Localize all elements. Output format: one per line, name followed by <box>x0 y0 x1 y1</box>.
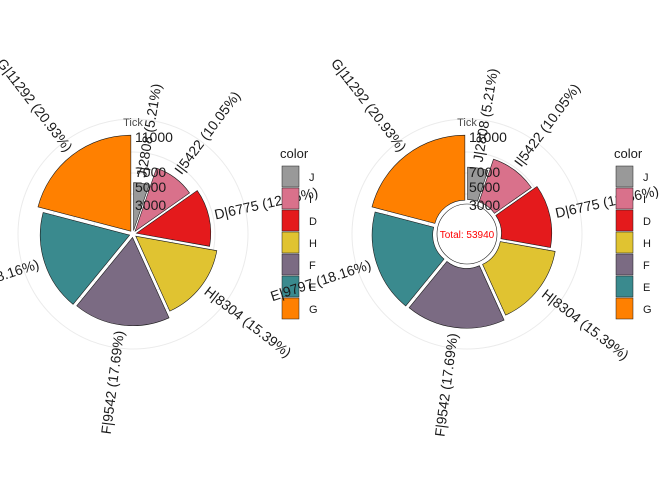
segment-label-I: I|5422 (10.05%) <box>511 80 583 169</box>
legend-swatch-D <box>615 209 634 232</box>
segment-label-D: D|6775 (12.56%) <box>213 184 320 222</box>
segment-label-G: G|11292 (20.93%) <box>0 55 76 154</box>
legend-swatch-J <box>615 165 634 188</box>
legend-label-F: F <box>643 260 650 272</box>
segment-label-G: G|11292 (20.93%) <box>328 55 410 154</box>
legend-label-D: D <box>309 216 317 228</box>
wedge-J <box>133 182 150 231</box>
legend-label-I: I <box>643 194 646 206</box>
wedge-D <box>495 186 553 248</box>
wedge-F <box>408 261 505 329</box>
donut-hole <box>436 203 498 265</box>
legend-label-E: E <box>309 282 316 294</box>
wedge-H <box>135 235 218 312</box>
legend-swatch-I <box>281 187 300 210</box>
legend-swatch-I <box>615 187 634 210</box>
legend-swatch-G <box>615 297 634 320</box>
wedge-D <box>135 190 212 247</box>
grid-circle <box>351 118 583 350</box>
legend-label-E: E <box>643 282 650 294</box>
segment-label-J: J|2808 (5.21%) <box>470 67 501 163</box>
tick-axis-title: Tick <box>457 117 477 129</box>
legend-swatch-H <box>281 231 300 254</box>
legend-swatch-F <box>281 253 300 276</box>
wedge-H <box>482 241 556 316</box>
wedge-G <box>37 134 132 232</box>
legend-label-G: G <box>309 304 318 316</box>
wedge-G <box>371 134 466 224</box>
wedge-E <box>39 212 131 305</box>
grid-circle <box>17 118 249 350</box>
legend-swatch-G <box>281 297 300 320</box>
radial-tick-label-7000: 7000 <box>469 164 500 180</box>
wedge-J <box>467 166 489 202</box>
legend-swatch-F <box>615 253 634 276</box>
legend-swatch-E <box>281 275 300 298</box>
legend-label-J: J <box>309 172 315 184</box>
segment-label-I: I|5422 (10.05%) <box>171 88 243 177</box>
radial-tick-label-3000: 3000 <box>469 197 500 213</box>
legend-label-J: J <box>643 172 649 184</box>
radial-tick-label-5000: 5000 <box>135 179 166 195</box>
segment-label-E: E|9797 (18.16%) <box>0 256 41 304</box>
radial-tick-label-11000: 11000 <box>135 129 173 145</box>
legend-label-I: I <box>309 194 312 206</box>
legend-label-F: F <box>309 260 316 272</box>
wedge-E <box>371 211 445 307</box>
legend-label-H: H <box>309 238 317 250</box>
tick-axis-title: Tick <box>123 117 143 129</box>
radial-tick-label-7000: 7000 <box>135 164 166 180</box>
segment-label-H: H|8304 (15.39%) <box>539 286 632 363</box>
radial-tick-label-11000: 11000 <box>469 129 507 145</box>
segment-label-F: F|9542 (17.69%) <box>98 330 127 435</box>
legend-label-H: H <box>643 238 651 250</box>
wedge-F <box>76 236 170 327</box>
legend-title: color <box>614 146 643 161</box>
legend-swatch-H <box>615 231 634 254</box>
wedge-I <box>478 158 532 214</box>
radial-tick-label-5000: 5000 <box>469 179 500 195</box>
wedge-I <box>134 167 190 232</box>
legend-swatch-J <box>281 165 300 188</box>
total-label: Total: 53940 <box>440 230 495 241</box>
segment-label-F: F|9542 (17.69%) <box>431 332 460 437</box>
legend-swatch-D <box>281 209 300 232</box>
legend-label-D: D <box>643 216 651 228</box>
legend-swatch-E <box>615 275 634 298</box>
legend-label-G: G <box>643 304 652 316</box>
radial-tick-label-3000: 3000 <box>135 197 166 213</box>
legend-title: color <box>280 146 309 161</box>
